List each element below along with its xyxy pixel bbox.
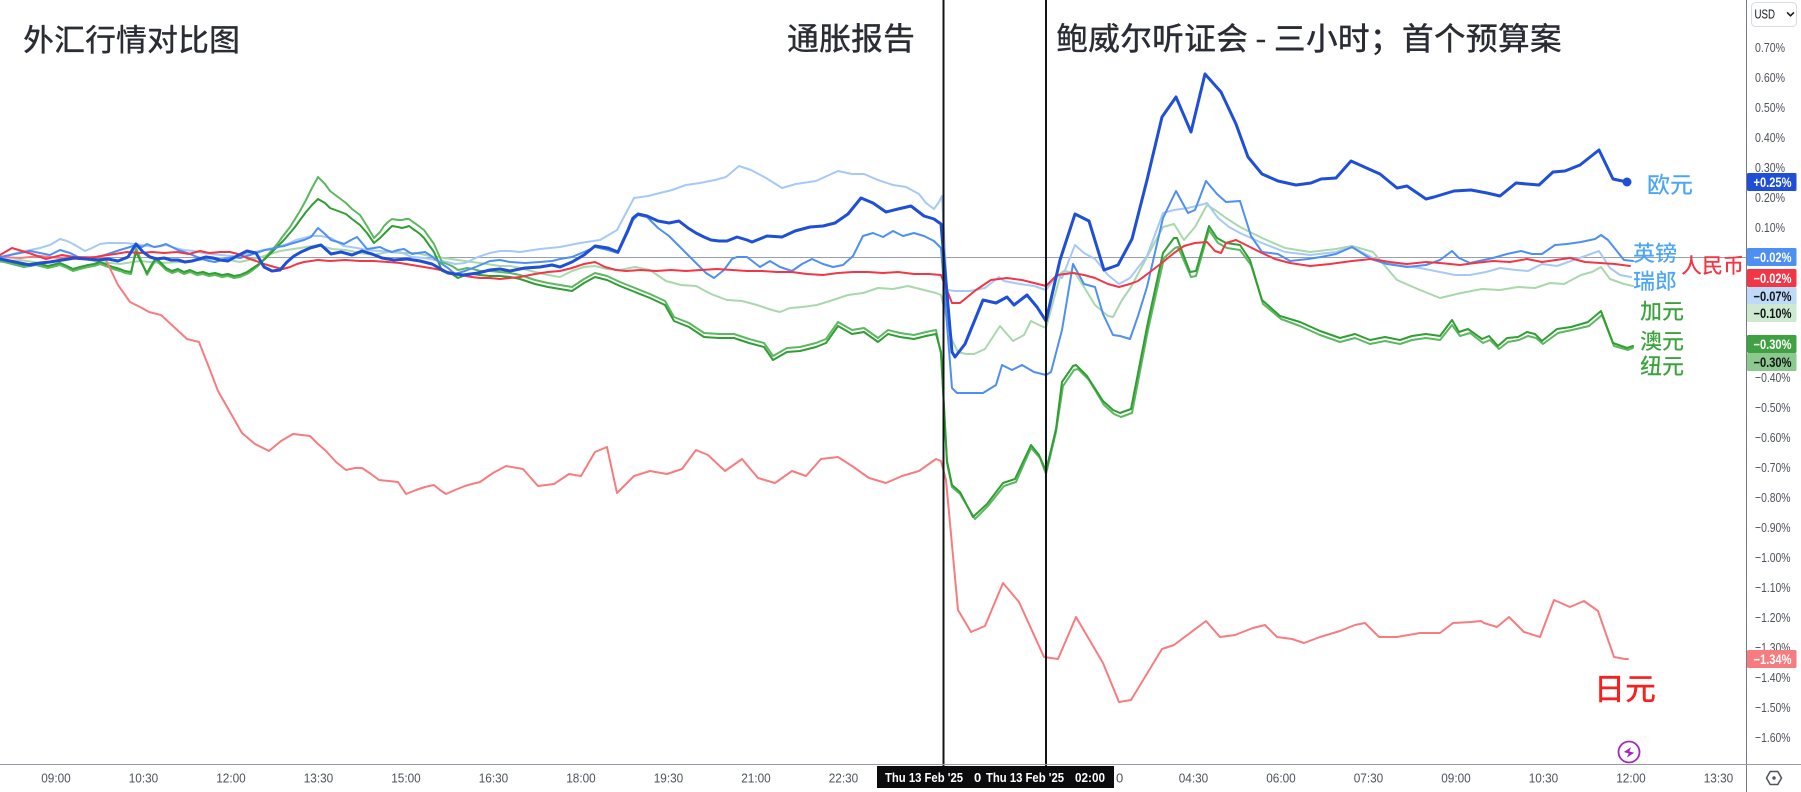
- svg-text:04:30: 04:30: [1179, 771, 1209, 786]
- svg-text:−1.34%: −1.34%: [1754, 652, 1792, 667]
- svg-text:+0.25%: +0.25%: [1754, 175, 1792, 190]
- svg-text:−0.60%: −0.60%: [1755, 430, 1791, 445]
- svg-text:09:00: 09:00: [41, 771, 71, 786]
- svg-text:−0.40%: −0.40%: [1755, 370, 1791, 385]
- svg-text:0: 0: [1116, 771, 1123, 786]
- svg-text:−0.70%: −0.70%: [1755, 460, 1791, 475]
- svg-text:10:30: 10:30: [129, 771, 159, 786]
- svg-text:15:00: 15:00: [391, 771, 421, 786]
- svg-text:Thu 13 Feb '25: Thu 13 Feb '25: [885, 770, 963, 785]
- svg-text:USD: USD: [1755, 8, 1776, 22]
- svg-text:−0.02%: −0.02%: [1754, 271, 1792, 286]
- svg-text:−0.10%: −0.10%: [1754, 306, 1792, 321]
- svg-text:0.60%: 0.60%: [1755, 70, 1785, 85]
- svg-text:22:30: 22:30: [829, 771, 859, 786]
- svg-text:10:30: 10:30: [1529, 771, 1559, 786]
- svg-text:−0.30%: −0.30%: [1754, 355, 1792, 370]
- svg-text:0.40%: 0.40%: [1755, 130, 1785, 145]
- svg-text:0.10%: 0.10%: [1755, 220, 1785, 235]
- svg-text:−0.90%: −0.90%: [1755, 520, 1791, 535]
- svg-text:18:00: 18:00: [566, 771, 596, 786]
- svg-text:−1.50%: −1.50%: [1755, 700, 1791, 715]
- svg-text:−0.50%: −0.50%: [1755, 400, 1791, 415]
- svg-text:−0.02%: −0.02%: [1754, 250, 1792, 265]
- svg-text:−1.00%: −1.00%: [1755, 550, 1791, 565]
- svg-text:16:30: 16:30: [479, 771, 509, 786]
- svg-text:0.50%: 0.50%: [1755, 100, 1785, 115]
- svg-text:0.20%: 0.20%: [1755, 190, 1785, 205]
- svg-text:0.30%: 0.30%: [1755, 160, 1785, 175]
- svg-text:Thu 13 Feb '25: Thu 13 Feb '25: [986, 770, 1064, 785]
- svg-text:0.70%: 0.70%: [1755, 40, 1785, 55]
- svg-text:−1.40%: −1.40%: [1755, 670, 1791, 685]
- svg-text:09:00: 09:00: [1441, 771, 1471, 786]
- svg-text:−1.20%: −1.20%: [1755, 610, 1791, 625]
- svg-text:07:30: 07:30: [1354, 771, 1384, 786]
- svg-text:13:30: 13:30: [304, 771, 334, 786]
- svg-text:−1.10%: −1.10%: [1755, 580, 1791, 595]
- svg-text:−1.60%: −1.60%: [1755, 730, 1791, 745]
- svg-text:−0.30%: −0.30%: [1754, 337, 1792, 352]
- svg-text:12:00: 12:00: [1616, 771, 1646, 786]
- svg-text:19:30: 19:30: [654, 771, 684, 786]
- svg-text:−0.07%: −0.07%: [1754, 289, 1792, 304]
- svg-text:0: 0: [974, 770, 981, 785]
- svg-text:02:00: 02:00: [1075, 770, 1105, 785]
- svg-text:−0.80%: −0.80%: [1755, 490, 1791, 505]
- svg-text:13:30: 13:30: [1704, 771, 1734, 786]
- svg-text:21:00: 21:00: [741, 771, 771, 786]
- svg-text:12:00: 12:00: [216, 771, 246, 786]
- svg-text:06:00: 06:00: [1266, 771, 1296, 786]
